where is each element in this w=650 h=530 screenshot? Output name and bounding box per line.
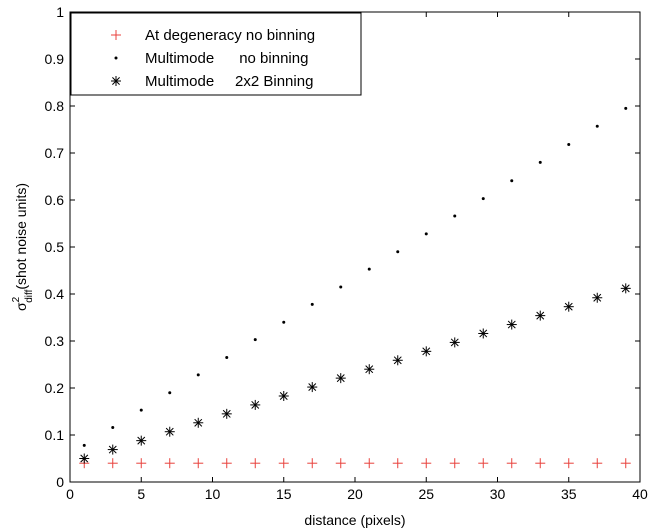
- multimode-no-binning-point: [481, 197, 485, 201]
- multimode-no-binning-point: [253, 338, 257, 342]
- x-tick-label: 30: [490, 486, 506, 502]
- multimode-binning-point: [563, 301, 574, 312]
- x-tick-label: 10: [205, 486, 221, 502]
- series-multimode-no-binning: [82, 106, 628, 447]
- axis-ticks: 0 5 10 15 20 25 30 35 40 0 0.1 0.2 0.3 0.4 0.5 0.6 0.7 0.…: [45, 4, 648, 502]
- multimode-binning-point: [535, 310, 546, 321]
- y-tick-label: 0.4: [45, 286, 65, 302]
- degeneracy-point: [563, 458, 574, 469]
- legend-label-multimode-no-binning: Multimode no binning: [145, 50, 308, 67]
- x-tick-label: 5: [137, 486, 145, 502]
- degeneracy-point: [278, 458, 289, 469]
- multimode-binning-point: [250, 399, 261, 410]
- multimode-no-binning-point: [624, 106, 628, 110]
- multimode-binning-point: [335, 373, 346, 384]
- multimode-no-binning-point: [424, 232, 428, 236]
- legend-markers: [111, 30, 121, 86]
- y-axis-label-symbol: σ: [13, 302, 29, 311]
- degeneracy-point: [307, 458, 318, 469]
- series-degeneracy: [79, 458, 631, 469]
- multimode-binning-point: [278, 390, 289, 401]
- degeneracy-point: [592, 458, 603, 469]
- multimode-no-binning-point: [82, 443, 86, 447]
- multimode-no-binning-point: [310, 302, 314, 306]
- degeneracy-point: [535, 458, 546, 469]
- multimode-no-binning-point: [196, 373, 200, 377]
- multimode-binning-point: [506, 319, 517, 330]
- degeneracy-point: [193, 458, 204, 469]
- y-tick-label: 0.8: [45, 98, 65, 114]
- multimode-binning-point: [592, 292, 603, 303]
- multimode-binning-point: [79, 453, 90, 464]
- degeneracy-point: [364, 458, 375, 469]
- multimode-binning-point: [193, 417, 204, 428]
- legend-label-multimode-binning: Multimode 2x2 Binning: [145, 73, 313, 90]
- y-tick-label: 0.6: [45, 192, 65, 208]
- multimode-binning-point: [136, 435, 147, 446]
- y-axis-label: σ2 diff(shot noise units): [11, 183, 35, 311]
- multimode-binning-point: [164, 426, 175, 437]
- x-tick-label: 40: [632, 486, 648, 502]
- y-axis-label-superscript: 2: [11, 296, 22, 302]
- degeneracy-point: [421, 458, 432, 469]
- multimode-no-binning-point: [367, 267, 371, 271]
- multimode-binning-point: [107, 444, 118, 455]
- y-tick-label: 0.3: [45, 333, 65, 349]
- degeneracy-point: [449, 458, 460, 469]
- y-tick-label: 0: [56, 474, 64, 490]
- x-tick-label: 25: [418, 486, 434, 502]
- y-tick-label: 1: [56, 4, 64, 20]
- multimode-no-binning-point: [396, 250, 400, 254]
- degeneracy-point: [136, 458, 147, 469]
- legend: At degeneracy no binning Multimode no bi…: [70, 12, 362, 96]
- y-tick-label: 0.9: [45, 51, 65, 67]
- multimode-no-binning-point: [453, 214, 457, 218]
- y-axis-label-text: (shot noise units): [13, 183, 29, 290]
- multimode-no-binning-point: [111, 425, 115, 429]
- legend-marker-dot: [114, 56, 118, 60]
- degeneracy-point: [250, 458, 261, 469]
- multimode-no-binning-point: [538, 160, 542, 164]
- y-axis-label-subscript: diff: [24, 289, 35, 302]
- multimode-binning-point: [449, 337, 460, 348]
- multimode-no-binning-point: [225, 355, 229, 359]
- multimode-no-binning-point: [510, 179, 514, 183]
- multimode-no-binning-point: [168, 391, 172, 395]
- multimode-no-binning-point: [139, 408, 143, 412]
- data-marks: [79, 106, 631, 469]
- x-tick-label: 15: [276, 486, 292, 502]
- degeneracy-point: [506, 458, 517, 469]
- y-tick-label: 0.5: [45, 239, 65, 255]
- legend-marker-asterisk: [111, 76, 121, 86]
- multimode-binning-point: [221, 408, 232, 419]
- legend-marker-plus: [111, 30, 121, 40]
- y-tick-label: 0.1: [45, 427, 65, 443]
- degeneracy-point: [392, 458, 403, 469]
- x-tick-label: 35: [561, 486, 577, 502]
- x-axis-label: distance (pixels): [304, 512, 405, 528]
- multimode-binning-point: [421, 346, 432, 357]
- multimode-no-binning-point: [595, 124, 599, 128]
- degeneracy-point: [620, 458, 631, 469]
- degeneracy-point: [221, 458, 232, 469]
- legend-label-degeneracy: At degeneracy no binning: [145, 27, 315, 44]
- degeneracy-point: [107, 458, 118, 469]
- degeneracy-point: [478, 458, 489, 469]
- y-tick-label: 0.7: [45, 145, 65, 161]
- y-tick-label: 0.2: [45, 380, 65, 396]
- multimode-binning-point: [620, 283, 631, 294]
- degeneracy-point: [335, 458, 346, 469]
- multimode-binning-point: [392, 355, 403, 366]
- multimode-no-binning-point: [282, 320, 286, 324]
- multimode-no-binning-point: [339, 285, 343, 289]
- degeneracy-point: [164, 458, 175, 469]
- multimode-binning-point: [478, 328, 489, 339]
- x-tick-label: 0: [66, 486, 74, 502]
- multimode-binning-point: [307, 382, 318, 393]
- multimode-no-binning-point: [567, 143, 571, 147]
- multimode-binning-point: [364, 364, 375, 375]
- x-tick-label: 20: [347, 486, 363, 502]
- series-multimode-binning: [79, 283, 631, 464]
